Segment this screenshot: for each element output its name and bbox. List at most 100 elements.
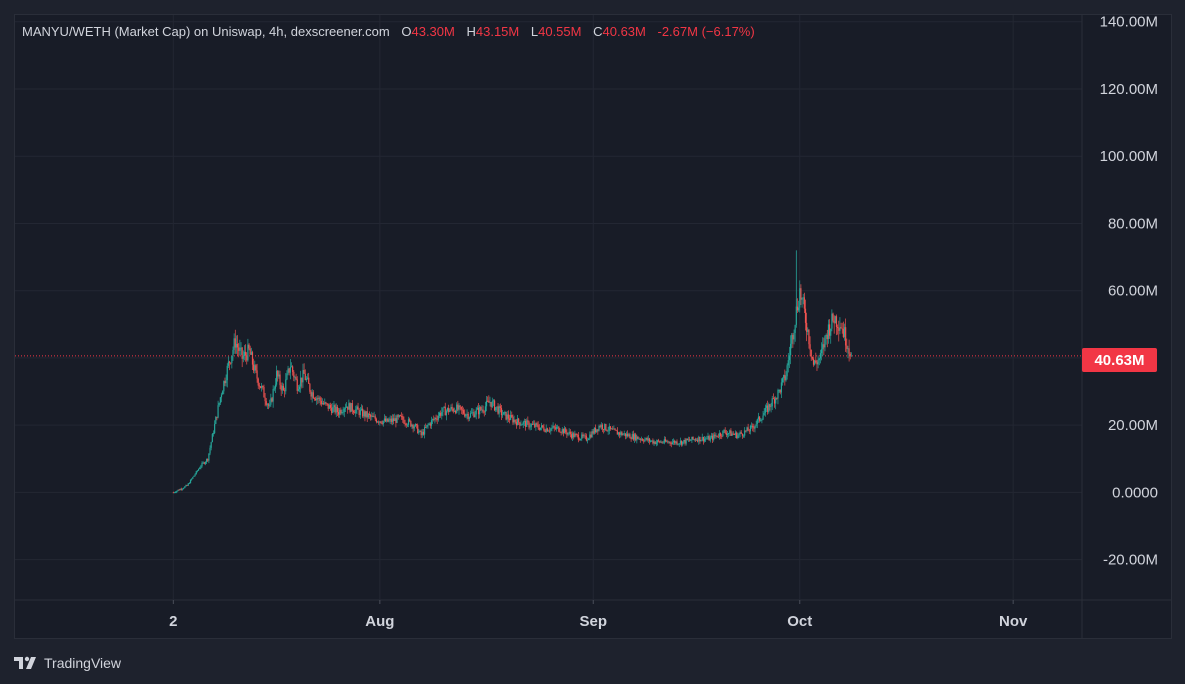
candle-body xyxy=(538,427,540,430)
candle-body xyxy=(848,348,850,354)
candle-body xyxy=(826,334,828,340)
candle-body xyxy=(387,418,389,422)
candle-body xyxy=(850,355,852,357)
candle-body xyxy=(175,492,177,493)
candle-body xyxy=(506,414,508,420)
candle-body xyxy=(619,432,621,435)
y-axis-labels: 140.00M 120.00M 100.00M 80.00M 60.00M 20.00M 0… xyxy=(1100,14,1158,569)
candle-body xyxy=(531,424,534,425)
candle-body xyxy=(327,403,329,409)
candle-body xyxy=(274,384,277,389)
y-tick-label: -20.00M xyxy=(1103,552,1158,569)
candle-body xyxy=(656,440,659,443)
candle-body xyxy=(374,416,376,420)
current-price-tag: 40.63M xyxy=(1082,348,1157,372)
tradingview-logo-icon xyxy=(14,656,36,669)
candle-body xyxy=(440,412,442,416)
candle-body xyxy=(571,433,574,438)
candle-body xyxy=(180,488,182,490)
candle-body xyxy=(719,433,722,436)
footer[interactable]: TradingView xyxy=(14,652,121,674)
candle-body xyxy=(281,385,283,391)
candle-body xyxy=(812,358,815,365)
candle-body xyxy=(651,440,653,442)
candle-body xyxy=(796,306,799,311)
candle-body xyxy=(295,377,297,380)
candle-body xyxy=(763,412,765,416)
candle-body xyxy=(641,439,644,441)
candle-body xyxy=(841,328,843,330)
candle-body xyxy=(341,412,343,414)
candle-body xyxy=(814,360,816,365)
candle-body xyxy=(752,425,754,428)
legend-title: MANYU/WETH (Market Cap) on Uniswap, 4h, … xyxy=(22,24,390,39)
candle-body xyxy=(608,426,610,431)
candle-body xyxy=(464,413,466,417)
candle-body xyxy=(266,404,269,406)
candle-body xyxy=(411,424,413,427)
candle-body xyxy=(454,410,457,413)
candle-body xyxy=(847,348,849,350)
candle-body xyxy=(596,429,598,433)
candle-body xyxy=(232,349,234,356)
candle-body xyxy=(461,409,464,411)
candle-body xyxy=(818,358,820,361)
candle-body xyxy=(380,421,382,424)
candle-body xyxy=(667,441,669,443)
candle-body xyxy=(333,405,335,408)
candle-body xyxy=(801,298,803,300)
candle-body xyxy=(302,369,304,383)
candle-body xyxy=(537,424,539,428)
candle-body xyxy=(543,427,545,431)
candle-body xyxy=(304,373,306,380)
candle-body xyxy=(612,428,614,430)
candle-body xyxy=(823,344,825,348)
candle-body xyxy=(396,415,398,423)
candle-body xyxy=(418,431,420,434)
candle-body xyxy=(675,441,677,444)
candle-body xyxy=(629,434,631,439)
candle-body xyxy=(609,426,612,429)
legend-close-value: 40.63M xyxy=(602,24,646,39)
candle-body xyxy=(277,370,279,377)
candle-body xyxy=(231,355,233,364)
candle-body xyxy=(437,415,439,420)
candle-body xyxy=(173,492,176,494)
candle-body xyxy=(802,297,804,299)
candle-body xyxy=(757,416,760,420)
candle-body xyxy=(710,435,713,438)
candle-body xyxy=(249,348,251,355)
candle-body xyxy=(542,425,544,428)
candle-body xyxy=(264,397,266,402)
candle-body xyxy=(355,409,357,414)
candle-body xyxy=(662,442,664,444)
candle-body xyxy=(781,378,784,383)
candle-body xyxy=(225,380,227,384)
candle-body xyxy=(245,351,247,356)
candle-body xyxy=(555,427,558,429)
candle-body xyxy=(655,442,657,445)
candle-body xyxy=(282,385,285,391)
candle-body xyxy=(452,408,454,412)
candle-body xyxy=(216,416,218,418)
candle-body xyxy=(462,410,465,414)
candle-body xyxy=(187,483,189,486)
candle-body xyxy=(413,426,415,429)
candle-body xyxy=(306,377,309,379)
candle-body xyxy=(354,412,356,414)
candle-body xyxy=(622,434,624,436)
candle-body xyxy=(716,435,718,437)
candle-body xyxy=(445,410,447,416)
candle-body xyxy=(310,391,312,397)
candle-body xyxy=(521,424,523,426)
candle-body xyxy=(313,398,316,400)
candle-body xyxy=(391,418,394,422)
candle-body xyxy=(177,489,179,491)
candle-body xyxy=(713,434,715,440)
candle-body xyxy=(731,433,733,436)
candle-body xyxy=(345,406,348,408)
candle-body xyxy=(292,366,294,372)
candle-body xyxy=(172,492,174,494)
candle-body xyxy=(207,459,209,461)
